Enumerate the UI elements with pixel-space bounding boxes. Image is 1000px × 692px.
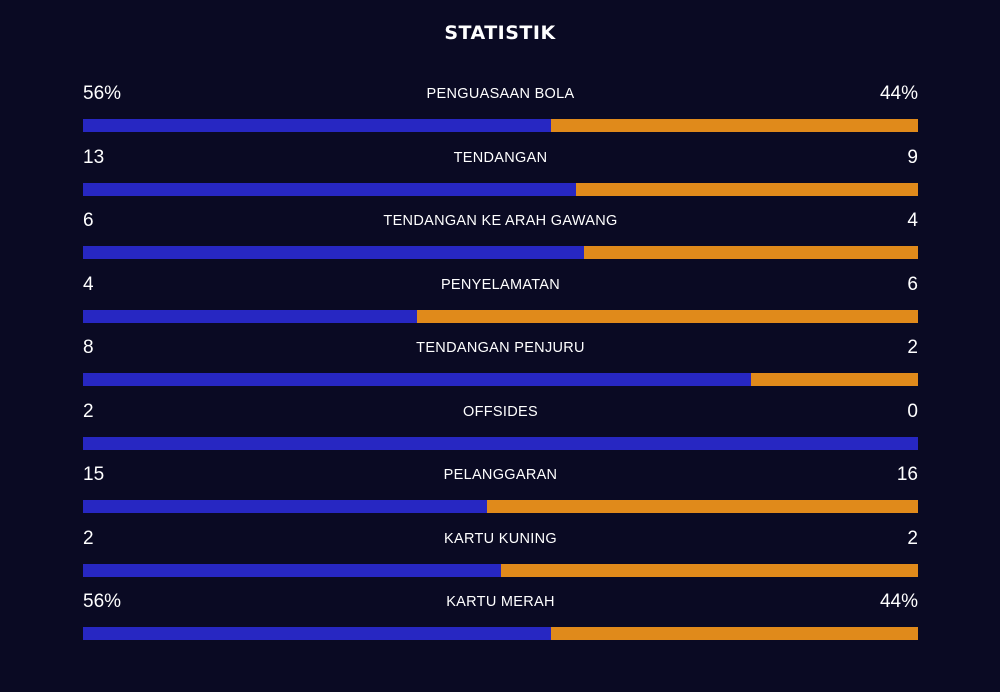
- stat-label: PELANGGARAN: [443, 467, 558, 483]
- bar-home-segment: [83, 119, 551, 132]
- bar-home-segment: [83, 436, 918, 450]
- stat-label: TENDANGAN: [453, 149, 548, 166]
- bar-home-segment: [83, 373, 751, 386]
- away-value: 2: [907, 527, 918, 549]
- bar-home-segment: [83, 182, 577, 196]
- home-value: 15: [83, 464, 105, 485]
- stat-row: 2 OFFSIDES 0: [83, 398, 918, 462]
- stat-label: KARTU MERAH: [446, 594, 555, 610]
- away-value: 0: [907, 400, 918, 422]
- bar-away-segment: [550, 627, 918, 640]
- stat-row: 6 TENDANGAN KE ARAH GAWANG 4: [83, 207, 918, 271]
- home-value: 13: [83, 146, 105, 168]
- stat-row: 4 PENYELAMATAN 6: [83, 271, 918, 335]
- stat-bar: [83, 246, 918, 259]
- stat-bar: [83, 563, 918, 577]
- home-value: 2: [83, 527, 94, 549]
- bar-home-segment: [83, 309, 417, 323]
- bar-away-segment: [487, 500, 918, 513]
- stat-bar: [83, 119, 918, 132]
- bar-away-segment: [751, 373, 918, 386]
- stat-label: PENYELAMATAN: [440, 276, 561, 293]
- bar-away-segment: [417, 309, 918, 323]
- away-value: 4: [907, 210, 918, 231]
- home-value: 56%: [83, 591, 122, 612]
- stat-bar: [83, 182, 918, 196]
- bar-away-segment: [550, 119, 918, 132]
- away-value: 44%: [879, 591, 918, 612]
- bar-away-segment: [500, 563, 918, 577]
- home-value: 4: [83, 273, 94, 295]
- away-value: 9: [907, 146, 918, 168]
- stat-row: 56% KARTU MERAH 44%: [83, 588, 918, 652]
- stat-row: 13 TENDANGAN 9: [83, 144, 918, 208]
- stat-label: TENDANGAN PENJURU: [416, 340, 585, 356]
- bar-home-segment: [83, 563, 501, 577]
- stat-label: TENDANGAN KE ARAH GAWANG: [383, 213, 618, 229]
- away-value: 6: [907, 273, 918, 295]
- stat-row: 15 PELANGGARAN 16: [83, 461, 918, 525]
- bar-home-segment: [83, 500, 488, 513]
- home-value: 6: [83, 210, 94, 231]
- home-value: 56%: [83, 83, 122, 104]
- stat-row: 56% PENGUASAAN BOLA 44%: [83, 80, 918, 144]
- away-value: 2: [907, 337, 918, 358]
- stat-row: 8 TENDANGAN PENJURU 2: [83, 334, 918, 398]
- stat-bar: [83, 309, 918, 323]
- stat-bar: [83, 436, 918, 450]
- stat-bar: [83, 373, 918, 386]
- stat-bar: [83, 627, 918, 640]
- stats-list: 56% PENGUASAAN BOLA 44% 13 TENDANGAN 9 6…: [83, 80, 918, 652]
- away-value: 16: [896, 464, 918, 485]
- home-value: 2: [83, 400, 94, 422]
- stat-label: OFFSIDES: [463, 403, 538, 420]
- away-value: 44%: [879, 83, 918, 104]
- stat-bar: [83, 500, 918, 513]
- stat-row: 2 KARTU KUNING 2: [83, 525, 918, 589]
- stat-label: KARTU KUNING: [444, 530, 557, 547]
- bar-away-segment: [576, 182, 918, 196]
- bar-away-segment: [584, 246, 918, 259]
- stat-label: PENGUASAAN BOLA: [426, 86, 575, 102]
- bar-home-segment: [83, 246, 584, 259]
- bar-home-segment: [83, 627, 551, 640]
- page-title: STATISTIK: [444, 22, 556, 44]
- home-value: 8: [83, 337, 94, 358]
